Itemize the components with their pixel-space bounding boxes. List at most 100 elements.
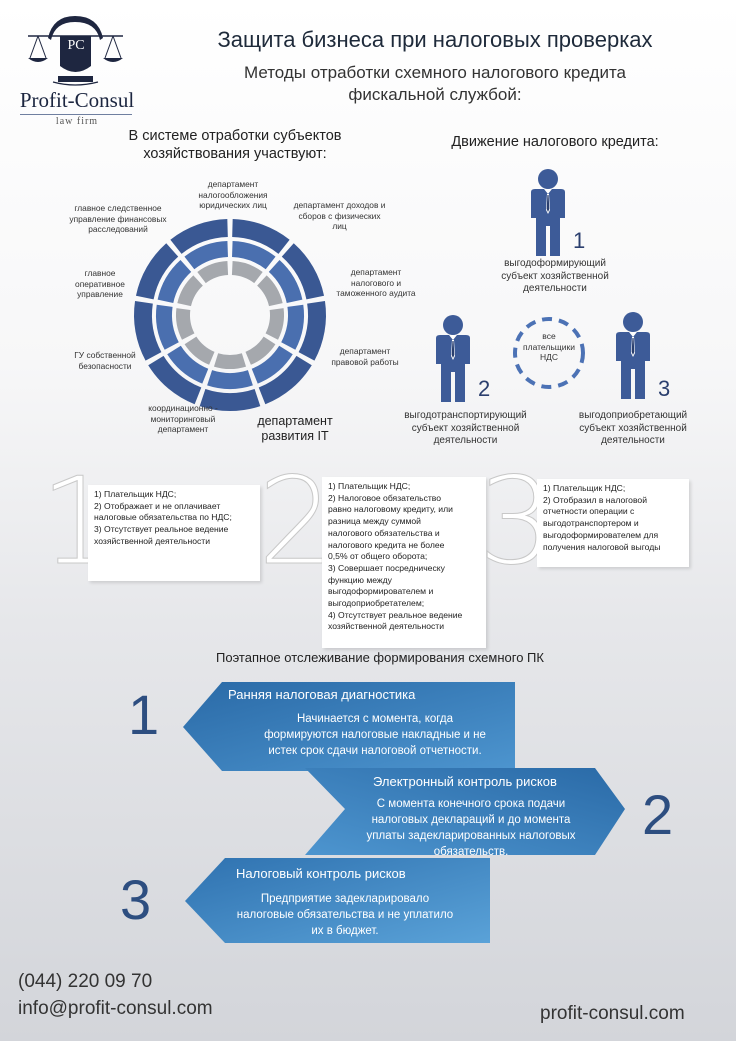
- step-number-3: 3: [120, 868, 152, 931]
- dept-label-individuals: департамент доходов и сборов с физически…: [293, 200, 386, 232]
- logo-subtitle: law firm: [55, 116, 99, 127]
- step-number-2: 2: [642, 783, 674, 846]
- criteria-1-line: 2) Отображает и не оплачивает: [94, 500, 221, 511]
- page-subtitle-line1: Методы отработки схемного налогового кре…: [243, 63, 627, 82]
- step-3-title: Налоговый контроль рисков: [236, 866, 406, 881]
- criteria-1-line: хозяйственной деятельности: [94, 535, 211, 546]
- step-1-text: Начинается с момента, когда формируются …: [264, 713, 486, 757]
- step-3-text: Предприятие задекларировало налоговые об…: [236, 893, 454, 937]
- vat-payers-label: все плательщики НДС: [523, 331, 575, 362]
- contact-phone: (044) 220 09 70: [18, 971, 153, 992]
- step-1-title: Ранняя налоговая диагностика: [228, 687, 416, 702]
- step-1-arrow: [183, 682, 515, 771]
- ring-1-segment: [170, 219, 228, 254]
- criteria-1-line: 3) Отсутствует реальное ведение: [94, 524, 229, 535]
- criteria-2-line: 3) Совершает посредническу: [328, 562, 445, 573]
- scales-icon: [28, 16, 123, 86]
- criteria-2-line: хозяйственной деятельности: [328, 621, 445, 632]
- logo-divider: [20, 114, 132, 115]
- criteria-2-line: налогового обязательства и: [328, 527, 440, 538]
- criteria-3-line: 2) Отобразил в налоговой: [543, 494, 648, 505]
- ring-2-segment: [167, 345, 209, 384]
- ring-3-segment: [231, 261, 263, 284]
- ring-1-segment: [281, 243, 325, 300]
- ring-2-segment: [184, 241, 228, 270]
- departments-ring-diagram: [134, 219, 326, 411]
- ring-3-segment: [213, 353, 247, 369]
- ring-3-segment: [265, 308, 284, 340]
- ring-2-segment: [281, 304, 304, 350]
- ring-1-segment: [134, 300, 162, 361]
- criteria-2-line: 0,5% от общего оборота;: [328, 551, 428, 562]
- ring-2-segment: [232, 241, 276, 270]
- person-number-1: 1: [573, 228, 586, 253]
- dept-label-it: департамент развития IT: [257, 414, 333, 443]
- ring-2-segment: [157, 260, 192, 303]
- ring-2-segment: [251, 345, 293, 384]
- criteria-3-line: отчетности операции с: [543, 506, 635, 517]
- ring-3-segment: [184, 336, 215, 365]
- ring-3-segment: [197, 261, 229, 284]
- person-icon-1: [531, 169, 565, 256]
- ring-3-segment: [245, 336, 276, 365]
- ring-1-segment: [232, 219, 290, 254]
- dept-label-security: ГУ собственной безопасности: [74, 350, 136, 371]
- person-label-1: выгодоформирующий субъект хозяйственной …: [501, 258, 609, 294]
- dept-label-investigations: главное следственное управление финансов…: [69, 203, 167, 235]
- person-icon-2: [436, 315, 470, 402]
- ring-2-segment: [268, 260, 303, 303]
- criteria-number-2: 2: [257, 453, 335, 592]
- person-number-3: 3: [658, 376, 671, 401]
- ring-2-segment: [156, 304, 179, 350]
- logo: PC Profit-Consul law firm: [8, 8, 143, 127]
- step-3-arrow: [185, 858, 490, 943]
- dept-label-legal-entities: департамент налогообложения юридических …: [198, 179, 268, 211]
- person-label-2: выгодотранспортирующий субъект хозяйстве…: [404, 410, 527, 446]
- ring-2-segment: [207, 370, 253, 389]
- tracking-heading: Поэтапное отслеживание формирования схем…: [216, 650, 544, 665]
- criteria-2-line: функцию между: [328, 574, 392, 585]
- criteria-3-line: выгодотранспортером и: [543, 518, 639, 529]
- dept-label-legal: департамент правовой работы: [331, 346, 399, 367]
- criteria-2-line: 1) Плательщик НДС;: [328, 481, 411, 491]
- criteria-card-2: 1) Плательщик НДС; 2) Налоговое обязател…: [322, 477, 486, 648]
- ring-1-segment: [298, 300, 326, 361]
- contact-website[interactable]: profit-consul.com: [540, 1003, 685, 1024]
- criteria-1-line: 1) Плательщик НДС;: [94, 489, 177, 499]
- ring-1-segment: [148, 355, 202, 405]
- dept-label-operational: главное оперативное управление: [75, 268, 125, 300]
- step-2-text: С момента конечного срока подачи налогов…: [366, 798, 576, 858]
- participants-heading-line1: В системе отработки субъектов: [128, 128, 342, 144]
- participants-heading-line2: хозяйствования участвуют:: [143, 146, 327, 162]
- ring-3-segment: [257, 275, 283, 307]
- criteria-2-line: 4) Отсутствует реальное ведение: [328, 609, 463, 620]
- criteria-3-line: 1) Плательщик НДС;: [543, 483, 626, 493]
- criteria-2-line: выгодоприобретателем;: [328, 598, 425, 609]
- ring-3-segment: [176, 308, 195, 340]
- person-label-3: выгодоприобретающий субъект хозяйственно…: [578, 410, 688, 446]
- criteria-2-line: равно налоговому кредиту, или: [328, 504, 453, 515]
- person-number-2: 2: [478, 376, 491, 401]
- step-2-title: Электронный контроль рисков: [373, 774, 557, 789]
- dept-label-monitoring: координационно - мониторинговый департам…: [148, 403, 218, 435]
- criteria-1-line: налоговые обязательства по НДС;: [94, 512, 232, 523]
- vat-payers-circle: [513, 317, 585, 389]
- tax-credit-heading: Движение налогового кредита:: [451, 134, 659, 150]
- logo-initials: PC: [67, 38, 85, 53]
- criteria-2-line: разница между суммой: [328, 516, 421, 527]
- criteria-3-line: выгодоформирователем для: [543, 529, 659, 540]
- step-number-1: 1: [128, 683, 160, 746]
- ring-3-segment: [177, 275, 203, 307]
- ring-1-segment: [199, 389, 261, 411]
- page-title: Защита бизнеса при налоговых проверках: [217, 27, 653, 52]
- contact-email[interactable]: info@profit-consul.com: [18, 998, 213, 1019]
- person-icon-3: [616, 312, 650, 399]
- criteria-2-line: налогового кредита не более: [328, 539, 445, 550]
- criteria-2-line: 2) Налоговое обязательство: [328, 492, 442, 503]
- criteria-2-line: выгодоформирователем и: [328, 586, 434, 597]
- criteria-card-1: 1) Плательщик НДС; 2) Отображает и не оп…: [88, 485, 260, 581]
- step-2-arrow: [305, 768, 625, 855]
- page-subtitle-line2: фискальной службой:: [348, 85, 522, 104]
- criteria-3-line: получения налоговой выгоды: [543, 541, 661, 552]
- ring-1-segment: [258, 355, 312, 405]
